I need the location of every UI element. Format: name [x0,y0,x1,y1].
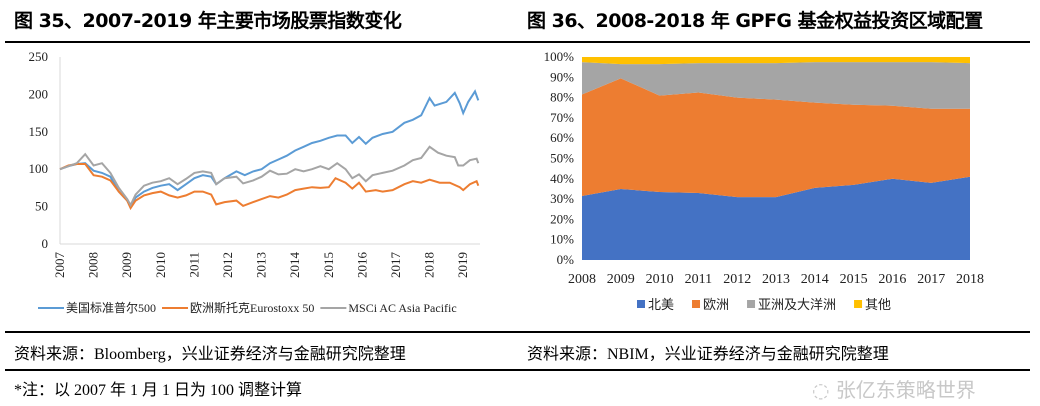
y-tick-label: 30% [550,191,574,206]
series-line [59,89,480,209]
x-tick-label: 2018 [956,272,984,287]
y-tick-label: 80% [550,90,574,105]
x-tick-label: 2007 [52,252,67,279]
series-line [59,145,480,208]
x-tick-label: 2010 [646,272,674,287]
x-tick-label: 2013 [254,252,269,278]
series-line [59,163,480,211]
x-tick-label: 2015 [840,272,868,287]
y-tick-label: 50% [550,151,574,166]
x-tick-label: 2009 [119,252,134,278]
y-tick-label: 60% [550,130,574,145]
middle-divider [5,331,1030,333]
legend-label: 美国标准普尔500 [66,300,156,315]
y-tick-label: 70% [550,110,574,125]
x-tick-label: 2008 [86,252,101,278]
x-tick-label: 2014 [801,272,829,287]
right-chart-title: 图 36、2008-2018 年 GPFG 基金权益投资区域配置 [527,10,983,32]
legend-label: 欧洲 [703,298,729,313]
x-tick-label: 2017 [917,272,945,287]
y-tick-label: 100% [544,49,575,64]
area-series [582,57,970,65]
top-divider [5,41,1030,43]
legend-label: MSCi AC Asia Pacific [348,301,456,315]
legend-label: 北美 [648,298,674,313]
x-tick-label: 2018 [422,252,437,278]
legend-label: 欧洲斯托克Eurostoxx 50 [190,301,314,315]
y-tick-label: 150 [29,124,49,139]
y-tick-label: 250 [29,49,49,64]
y-tick-label: 40% [550,171,574,186]
legend-swatch [692,300,701,308]
y-tick-label: 200 [29,86,49,101]
y-tick-label: 10% [550,232,574,247]
y-tick-label: 0 [42,236,49,251]
legend-swatch [747,300,756,308]
y-tick-label: 50 [35,199,48,214]
legend-label: 亚洲及大洋洲 [758,298,836,313]
y-tick-label: 0% [557,252,575,267]
x-tick-label: 2012 [723,272,751,287]
area-series [582,62,970,109]
x-tick-label: 2016 [878,272,906,287]
x-tick-label: 2013 [762,272,790,287]
y-tick-label: 90% [550,69,574,84]
x-tick-label: 2009 [607,272,635,287]
x-tick-label: 2017 [388,252,403,279]
x-tick-label: 2008 [568,272,596,287]
legend-label: 其他 [865,298,891,313]
x-tick-label: 2011 [685,272,712,287]
right-source: 资料来源：NBIM，兴业证券经济与金融研究院整理 [527,346,889,363]
x-tick-label: 2011 [186,252,201,278]
y-tick-label: 100 [29,161,49,176]
footnote: *注：以 2007 年 1 月 1 日为 100 调整计算 [14,382,303,399]
left-source: 资料来源：Bloomberg，兴业证券经济与金融研究院整理 [14,346,406,363]
x-tick-label: 2016 [354,252,369,279]
legend-swatch [637,300,645,308]
x-tick-label: 2012 [220,252,235,278]
left-chart-title: 图 35、2007-2019 年主要市场股票指数变化 [14,10,402,32]
x-tick-label: 2019 [455,252,470,278]
area-series [582,176,970,260]
y-tick-label: 20% [550,211,574,226]
x-tick-label: 2010 [153,252,168,278]
watermark-text: 张亿东策略世界 [835,378,976,402]
area-series [582,78,970,198]
legend-swatch [854,300,863,308]
x-tick-label: 2015 [321,252,336,278]
watermark: ◌ 张亿东策略世界 [812,374,976,403]
x-tick-label: 2014 [287,252,302,279]
bottom-divider [5,369,1030,371]
wechat-icon: ◌ [812,378,836,402]
